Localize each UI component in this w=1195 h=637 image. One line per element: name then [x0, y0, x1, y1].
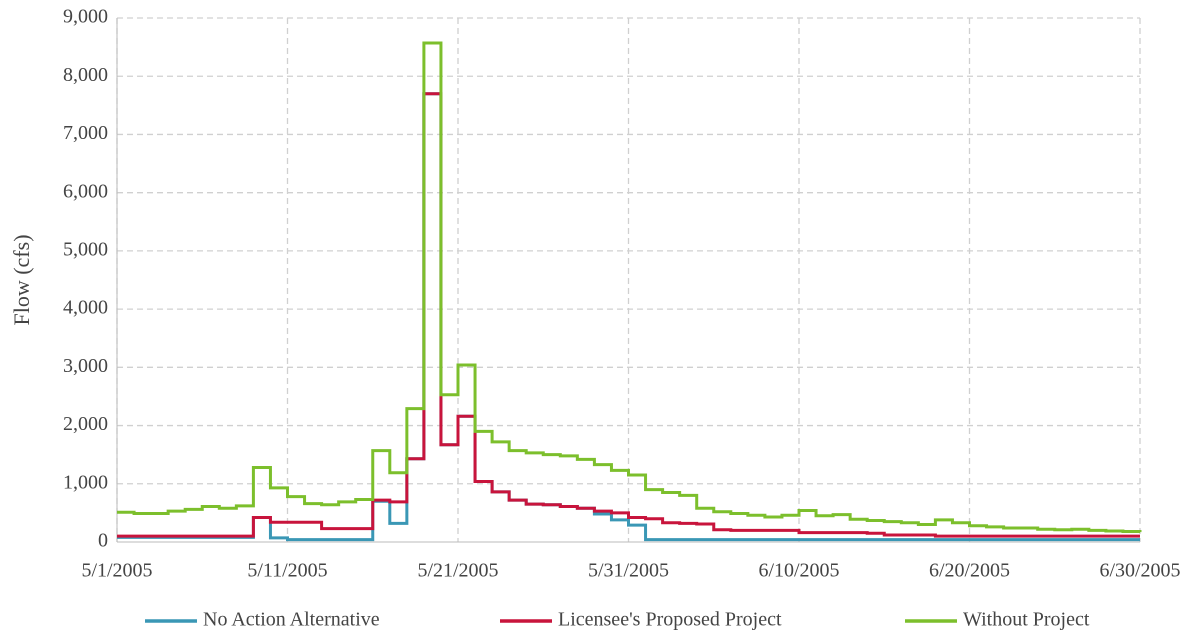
x-tick-label: 5/11/2005 [247, 560, 327, 582]
x-tick-label: 6/20/2005 [929, 560, 1010, 582]
legend-label: Licensee's Proposed Project [558, 609, 782, 631]
series-line [117, 92, 1140, 538]
x-tick-label: 5/1/2005 [81, 560, 152, 582]
y-tick-label: 4,000 [63, 297, 108, 319]
y-tick-label: 0 [98, 530, 108, 552]
x-tick-label: 6/10/2005 [758, 560, 839, 582]
y-tick-label: 7,000 [63, 122, 108, 144]
x-tick-label: 6/30/2005 [1099, 560, 1180, 582]
y-tick-label: 3,000 [63, 355, 108, 377]
series-line [117, 41, 1142, 534]
y-tick-label: 9,000 [63, 6, 108, 28]
y-axis-label: Flow (cfs) [9, 234, 34, 325]
y-tick-label: 5,000 [63, 238, 108, 260]
y-tick-label: 6,000 [63, 180, 108, 202]
y-tick-label: 2,000 [63, 413, 108, 435]
y-tick-label: 8,000 [63, 64, 108, 86]
y-tick-label: 1,000 [63, 471, 108, 493]
x-tick-label: 5/31/2005 [588, 560, 669, 582]
legend-label: Without Project [963, 609, 1090, 631]
legend-label: No Action Alternative [203, 609, 380, 631]
x-tick-label: 5/21/2005 [417, 560, 498, 582]
